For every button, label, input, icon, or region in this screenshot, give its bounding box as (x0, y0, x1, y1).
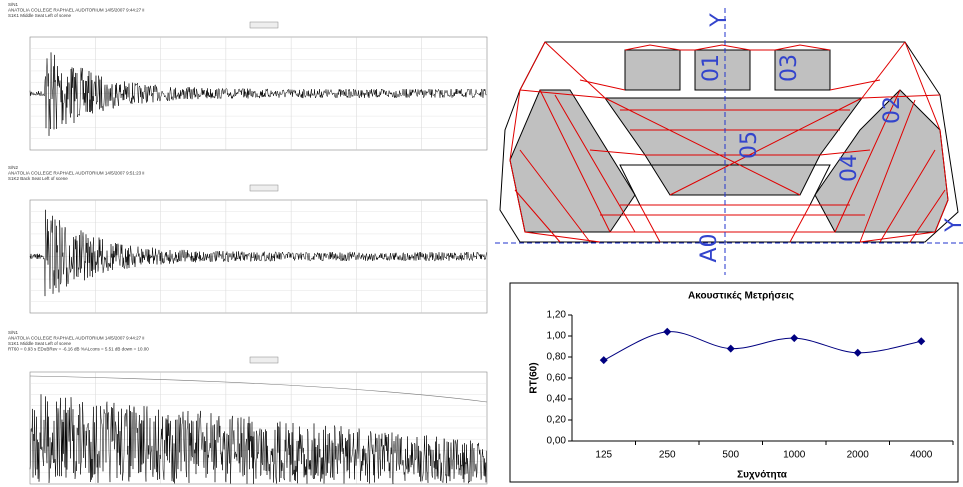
x-tick-label: 4000 (910, 450, 933, 461)
y-tick-label: 1,00 (547, 331, 567, 342)
y-tick-label: 0,20 (547, 415, 567, 426)
decay-curve (29, 375, 488, 403)
point-marker (726, 344, 735, 353)
panel-header: S/N1 (8, 330, 19, 335)
series-line (603, 331, 922, 361)
plan-center (604, 97, 863, 196)
plan-block (774, 49, 831, 91)
y-tick-label: 1,20 (547, 310, 567, 321)
plan-label: Y (942, 218, 963, 233)
panel-header: S/N1 (8, 2, 19, 7)
waveform (29, 52, 487, 136)
plan-outline (499, 41, 959, 243)
plan-block (624, 49, 681, 91)
plan-label: 01 (699, 54, 724, 82)
x-tick-label: 125 (595, 450, 612, 461)
x-tick-label: 1000 (783, 450, 806, 461)
point-marker (853, 348, 862, 357)
plan-label: Y (707, 13, 732, 28)
plan-label: 02 (880, 96, 905, 124)
floor-plan: Y 01 03 05 02 04 A0 Y (495, 8, 963, 275)
panel-header: S1K1 Middle Seat Left of scene (8, 341, 72, 346)
y-tick-label: 0,80 (547, 352, 567, 363)
panel-button (249, 21, 279, 29)
panel-header: S1K2 Back Seat Left of scene (8, 176, 68, 181)
plan-block (694, 49, 751, 91)
x-tick-label: 2000 (847, 450, 870, 461)
y-tick-label: 0,60 (547, 373, 567, 384)
plan-label: 03 (777, 54, 802, 82)
x-tick-label: 250 (659, 450, 676, 461)
panel-header: S1K1 Middle Seat Left of scene (8, 13, 72, 18)
panel-header: RT60 = 0.93 s EDuBRev = -6.16 dB %ALcons… (8, 347, 149, 352)
panel-header: ANATOLIA COLLEGE RAPHAEL AUDITORIUM 14/5… (8, 171, 144, 176)
panel-button (249, 184, 279, 192)
point-marker (663, 327, 672, 336)
plan-label: 05 (737, 131, 762, 159)
panel-button (249, 356, 279, 364)
chart-title: Ακουστικές Μετρήσεις (688, 291, 794, 302)
plan-label: 04 (837, 154, 862, 182)
waveform (29, 394, 487, 485)
panel-header: ANATOLIA COLLEGE RAPHAEL AUDITORIUM 14/5… (8, 8, 144, 13)
plan-red-lines (509, 41, 949, 243)
y-tick-label: 0,40 (547, 394, 567, 405)
y-axis-label: RT(60) (529, 362, 540, 393)
waveform (29, 209, 487, 297)
x-tick-label: 500 (722, 450, 739, 461)
plan-label: A0 (697, 233, 722, 262)
panel-header: S/N2 (8, 165, 19, 170)
panel-header: ANATOLIA COLLEGE RAPHAEL AUDITORIUM 14/5… (8, 336, 144, 341)
y-tick-label: 0,00 (547, 436, 567, 447)
point-marker (790, 334, 799, 343)
chart-frame (509, 282, 959, 483)
x-axis-label: Συχνότητα (737, 470, 788, 481)
point-marker (917, 337, 926, 346)
point-marker (599, 356, 608, 365)
